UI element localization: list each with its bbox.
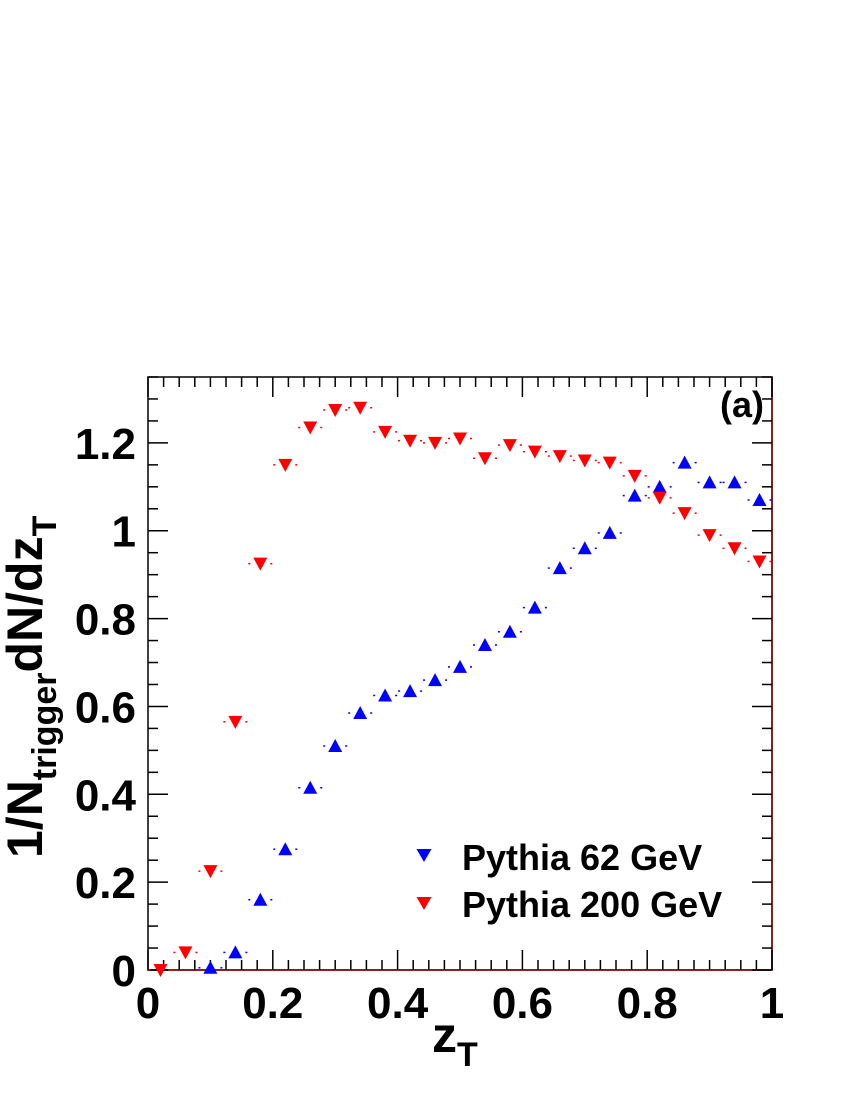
panel-label: (a) xyxy=(720,384,764,425)
y-tick-label: 1 xyxy=(112,508,136,557)
legend-marker-200gev xyxy=(416,897,432,910)
x-axis-title-sub: T xyxy=(457,1036,478,1074)
data-point xyxy=(677,507,692,521)
data-point xyxy=(752,555,767,569)
y-axis-title-part2: dN/dz xyxy=(0,536,53,672)
data-point xyxy=(527,445,542,459)
data-point xyxy=(228,715,243,729)
data-point xyxy=(353,706,368,720)
data-point xyxy=(502,439,517,453)
y-axis-title-part1: 1/N xyxy=(0,780,53,858)
y-tick-label: 0.8 xyxy=(75,596,136,645)
data-point xyxy=(477,452,492,466)
y-tick-label: 0.4 xyxy=(75,771,137,820)
x-axis-tick-labels: 0 0.2 0.4 0.6 0.8 1 xyxy=(136,979,784,1028)
data-point xyxy=(627,469,642,483)
data-point xyxy=(203,865,218,879)
data-point xyxy=(527,600,542,614)
data-point xyxy=(627,488,642,502)
data-point xyxy=(577,454,592,468)
data-point xyxy=(228,945,243,959)
data-point xyxy=(477,637,492,651)
plot-frame xyxy=(147,376,773,971)
y-axis-title-sub1: trigger xyxy=(26,673,64,781)
x-tick-label: 0.4 xyxy=(367,979,429,1028)
y-tick-label: 0.6 xyxy=(75,683,136,732)
y-tick-label: 1.2 xyxy=(75,420,136,469)
data-point xyxy=(727,542,742,556)
data-point xyxy=(328,403,343,417)
data-point xyxy=(652,491,667,505)
x-axis-ticks xyxy=(147,377,773,970)
y-tick-label: 0 xyxy=(112,947,136,996)
data-point xyxy=(502,624,517,638)
data-point xyxy=(453,659,467,673)
data-point xyxy=(752,492,767,506)
y-tick-label: 0.2 xyxy=(75,859,136,908)
data-point xyxy=(577,541,592,555)
data-point xyxy=(353,401,368,415)
data-point xyxy=(428,673,443,687)
y-axis-tick-labels: 0 0.2 0.4 0.6 0.8 1 1.2 xyxy=(75,420,137,996)
legend: Pythia 62 GeV Pythia 200 GeV xyxy=(416,837,722,925)
series-2 xyxy=(148,401,772,977)
data-point xyxy=(153,964,168,977)
data-point xyxy=(702,529,717,543)
y-axis-ticks xyxy=(148,376,772,971)
x-tick-label: 0.6 xyxy=(492,979,553,1028)
data-point xyxy=(403,684,418,698)
data-point xyxy=(552,561,567,575)
y-axis-title: 1/NtriggerdN/dzT xyxy=(0,515,64,858)
x-axis-title: zT xyxy=(432,1007,478,1074)
data-point xyxy=(378,425,393,439)
x-tick-label: 0.8 xyxy=(617,979,678,1028)
x-tick-label: 0.2 xyxy=(242,979,303,1028)
data-point xyxy=(253,892,268,906)
data-point xyxy=(677,455,692,469)
data-point xyxy=(278,458,293,472)
data-point xyxy=(403,434,418,448)
data-point xyxy=(727,475,742,489)
data-point xyxy=(702,475,717,489)
data-point xyxy=(602,525,617,539)
data-point xyxy=(328,738,343,752)
data-point xyxy=(303,421,318,435)
series-1 xyxy=(198,455,772,974)
data-point xyxy=(278,842,293,856)
data-point xyxy=(602,456,617,470)
legend-label-62gev: Pythia 62 GeV xyxy=(462,837,702,878)
data-point xyxy=(253,557,268,571)
data-point xyxy=(453,432,467,446)
x-tick-label: 1 xyxy=(760,979,784,1028)
data-point xyxy=(652,479,667,493)
series-layer xyxy=(148,401,772,977)
x-axis-title-main: z xyxy=(432,1007,457,1063)
data-point xyxy=(303,780,318,794)
data-point xyxy=(203,960,218,974)
data-point xyxy=(552,450,567,464)
x-tick-label: 0 xyxy=(136,979,160,1028)
legend-marker-62gev xyxy=(416,849,432,862)
y-axis-title-sub2: T xyxy=(26,515,64,536)
data-point xyxy=(378,688,393,702)
data-point xyxy=(428,436,443,450)
data-point xyxy=(178,946,193,960)
legend-label-200gev: Pythia 200 GeV xyxy=(462,884,722,925)
